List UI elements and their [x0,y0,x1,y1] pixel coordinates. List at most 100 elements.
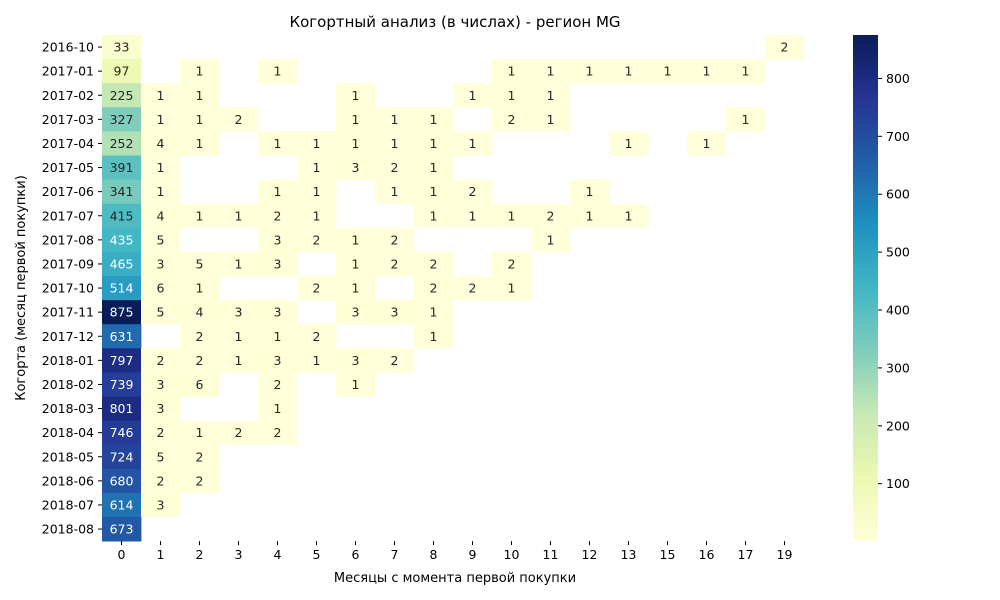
colorbar-tick-label: 100 [886,476,910,491]
cell-value-label: 2 [391,353,399,368]
cell-value-label: 1 [586,64,594,79]
heatmap-cell [414,203,454,229]
cell-value-label: 1 [703,136,711,151]
heatmap-cell [141,372,181,397]
heatmap-cell [336,300,376,325]
cell-value-label: 435 [110,232,134,247]
cell-value-label: 1 [547,64,555,79]
cell-value-label: 614 [110,497,134,512]
heatmap-cell [102,155,142,180]
heatmap-cell [258,59,298,84]
cell-value-label: 97 [114,64,130,79]
heatmap-cell [375,155,415,180]
heatmap-cell [414,179,454,205]
cell-value-label: 3 [157,497,165,512]
x-tick-label: 19 [777,547,793,562]
heatmap-cell [258,179,298,205]
heatmap-cell [180,372,220,397]
x-tick-label: 12 [582,547,598,562]
cell-value-label: 327 [110,112,134,127]
cell-value-label: 1 [586,208,594,223]
cell-value-label: 1 [352,256,360,271]
x-tick-label: 15 [660,547,676,562]
cell-value-label: 2 [313,329,321,344]
cell-value-label: 875 [110,305,134,320]
cell-value-label: 1 [430,136,438,151]
heatmap-cell [180,300,220,325]
cell-value-label: 1 [742,112,750,127]
heatmap-cell [336,131,376,156]
x-tick-label: 0 [118,547,126,562]
cell-value-label: 1 [391,112,399,127]
x-tick-label: 8 [430,547,438,562]
heatmap-cell [297,276,337,301]
cell-value-label: 3 [157,377,165,392]
heatmap-cell [414,251,454,277]
y-tick-label: 2017-06 [42,184,94,199]
cell-value-label: 465 [110,256,134,271]
cell-value-label: 2 [469,281,477,296]
y-tick-label: 2016-10 [42,40,94,55]
cell-value-label: 1 [352,281,360,296]
x-tick-label: 13 [621,547,637,562]
heatmap-cell [609,131,649,156]
heatmap-cell [102,420,142,446]
heatmap-cell [102,59,142,84]
heatmap-cell [258,203,298,229]
cell-value-label: 3 [235,305,243,320]
colorbar [853,35,878,541]
cell-value-label: 2 [196,473,204,488]
cell-value-label: 1 [625,136,633,151]
heatmap-cell [258,131,298,156]
heatmap-cell [180,276,220,301]
heatmap-cell [687,131,727,156]
heatmap-cell [141,396,181,421]
heatmap-cell [102,227,142,253]
cell-value-label: 1 [508,281,516,296]
cell-value-label: 739 [110,377,134,392]
cell-value-label: 1 [157,160,165,175]
x-axis: 0 1 2 3 4 5 6 7 8 9 10 11 12 13 15 16 17 19 [118,541,793,562]
cell-value-label: 3 [274,232,282,247]
heatmap-cell [141,131,181,156]
cell-value-label: 3 [352,305,360,320]
cell-value-label: 5 [196,256,204,271]
cell-value-label: 1 [625,208,633,223]
x-tick-label: 17 [738,547,754,562]
heatmap-cell [102,348,142,373]
heatmap-cell [102,492,142,518]
cell-value-label: 1 [313,208,321,223]
heatmap-cell [258,372,298,397]
heatmap-cell [375,131,415,156]
cell-value-label: 1 [274,136,282,151]
cell-value-label: 2 [313,281,321,296]
cell-value-label: 6 [196,377,204,392]
heatmap-cell [570,203,610,229]
heatmap-cell [297,203,337,229]
heatmap-cell [492,83,532,108]
cell-value-label: 1 [391,184,399,199]
cell-value-label: 1 [235,353,243,368]
cell-value-label: 1 [469,136,477,151]
heatmap-cell [336,155,376,180]
cell-value-label: 2 [196,329,204,344]
heatmap-cell [492,276,532,301]
cell-value-label: 2 [157,425,165,440]
heatmap-cell [570,179,610,205]
cell-value-label: 3 [274,353,282,368]
cell-value-label: 1 [508,88,516,103]
cell-value-label: 5 [157,305,165,320]
cell-value-label: 1 [352,377,360,392]
y-tick-label: 2017-12 [42,329,94,344]
cell-value-label: 3 [352,353,360,368]
heatmap-cell [102,83,142,108]
heatmap-cell [258,420,298,446]
cell-value-label: 1 [352,136,360,151]
heatmap-cell [531,203,571,229]
cell-value-label: 1 [430,305,438,320]
heatmap-cell [570,59,610,84]
heatmap-cell [336,348,376,373]
cell-value-label: 2 [391,256,399,271]
cell-value-label: 1 [703,64,711,79]
